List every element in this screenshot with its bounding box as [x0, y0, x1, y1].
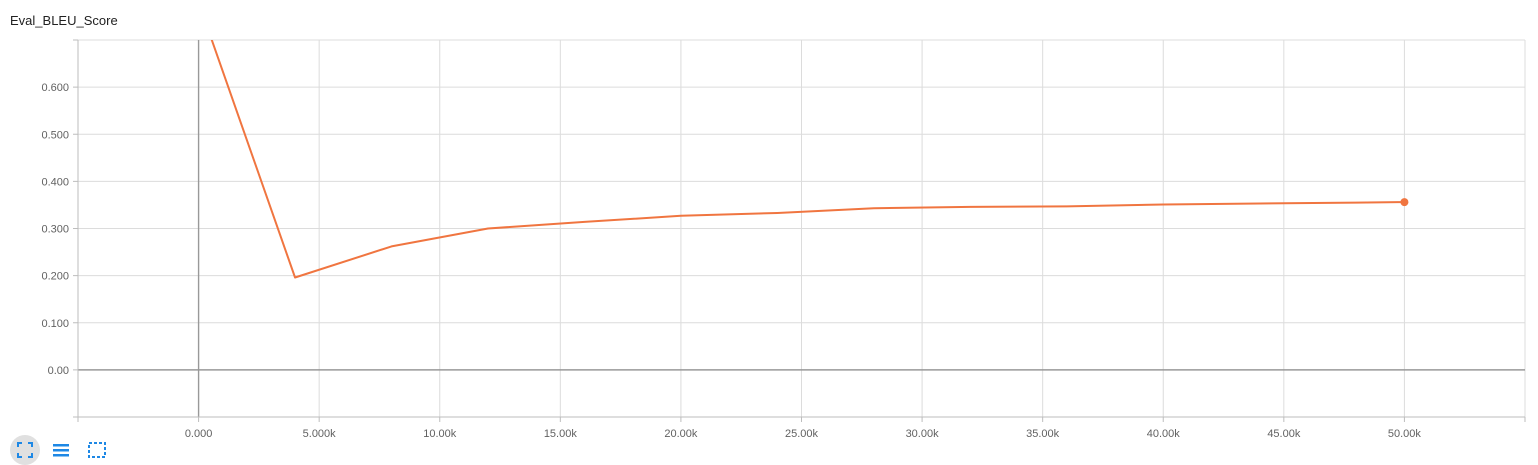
zoom-icon	[88, 442, 106, 458]
series-line	[210, 40, 1405, 279]
data-table-button[interactable]	[46, 435, 76, 465]
y-tick-label: 0.100	[41, 318, 69, 330]
x-tick-label: 30.00k	[906, 428, 940, 440]
fit-domain-icon	[17, 442, 33, 458]
zoom-button[interactable]	[82, 435, 112, 465]
y-tick-label: 0.500	[41, 129, 69, 141]
y-tick-label: 0.300	[41, 224, 69, 236]
x-tick-label: 25.00k	[785, 428, 819, 440]
data-table-icon	[53, 444, 69, 457]
x-tick-label: 40.00k	[1147, 428, 1181, 440]
chart-toolbar	[10, 435, 112, 465]
x-tick-label: 45.00k	[1267, 428, 1301, 440]
marker-layer	[1400, 198, 1409, 207]
x-tick-label: 5.000k	[303, 428, 337, 440]
series-layer	[210, 40, 1405, 279]
x-tick-label: 15.00k	[544, 428, 578, 440]
chart-title: Eval_BLEU_Score	[10, 13, 118, 28]
x-tick-label: 50.00k	[1388, 428, 1422, 440]
axes	[73, 39, 1526, 422]
x-tick-label: 10.00k	[423, 428, 457, 440]
x-tick-label: 0.000	[185, 428, 213, 440]
x-tick-label: 35.00k	[1026, 428, 1060, 440]
grid	[77, 39, 1526, 418]
y-tick-label: 0.600	[41, 82, 69, 94]
series-last-point[interactable]	[1400, 198, 1409, 207]
tick-labels: 0.00 0.100 0.200 0.300 0.400 0.500 0.600 0.000 5…	[41, 82, 1421, 440]
x-tick-label: 20.00k	[664, 428, 698, 440]
y-tick-label: 0.200	[41, 271, 69, 283]
y-tick-label: 0.00	[48, 365, 69, 377]
fit-domain-button[interactable]	[10, 435, 40, 465]
y-tick-label: 0.400	[41, 176, 69, 188]
